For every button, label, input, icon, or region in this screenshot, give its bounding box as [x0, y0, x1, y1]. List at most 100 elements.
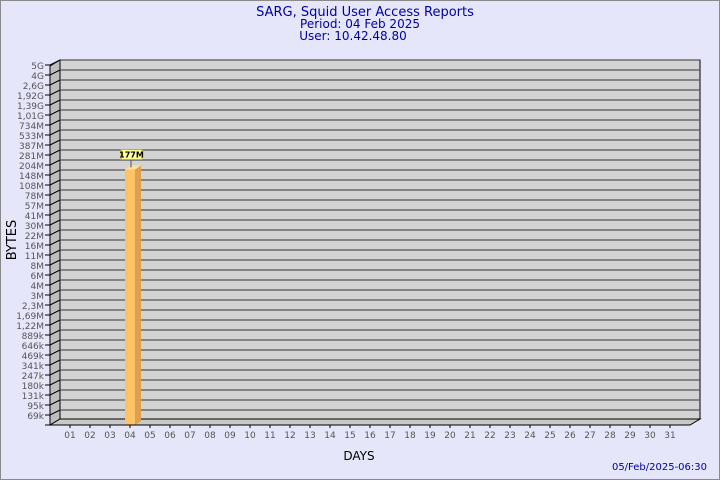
y-tick-diagonal: [49, 289, 61, 296]
y-tick-diagonal: [49, 409, 61, 416]
y-tick-label: 69k: [27, 412, 44, 422]
x-tick-label: 14: [324, 431, 336, 441]
x-tick-label: 05: [144, 431, 155, 441]
y-tick-diagonal: [49, 59, 61, 66]
y-tick-diagonal: [49, 229, 61, 236]
x-tick-label: 31: [664, 431, 675, 441]
floor: [48, 418, 702, 426]
y-tick-diagonal: [49, 349, 61, 356]
x-tick-label: 20: [444, 431, 456, 441]
y-tick-label: 148M: [19, 172, 44, 182]
x-tick-label: 19: [424, 431, 436, 441]
y-tick-diagonal: [49, 269, 61, 276]
y-tick-label: 16M: [25, 242, 44, 252]
x-tick-label: 10: [244, 431, 256, 441]
x-tick-label: 07: [184, 431, 195, 441]
y-tick-diagonal: [49, 179, 61, 186]
x-tick-label: 16: [364, 431, 376, 441]
y-tick-diagonal: [49, 389, 61, 396]
x-tick-label: 09: [224, 431, 236, 441]
chart-title: SARG, Squid User Access Reports: [256, 5, 474, 20]
y-tick-label: 5G: [31, 62, 44, 72]
x-tick-label: 17: [384, 431, 395, 441]
y-tick-diagonal: [49, 99, 61, 106]
x-tick-label: 01: [64, 431, 75, 441]
x-tick-label: 23: [504, 431, 515, 441]
y-tick-label: 469k: [22, 352, 45, 362]
y-tick-label: 646k: [22, 342, 45, 352]
x-tick-label: 15: [344, 431, 355, 441]
x-tick-label: 02: [84, 431, 95, 441]
chart-period: Period: 04 Feb 2025: [300, 17, 420, 31]
y-tick-label: 3M: [31, 292, 45, 302]
x-tick-label: 26: [564, 431, 576, 441]
y-tick-diagonal: [49, 149, 61, 156]
y-tick-label: 30M: [25, 222, 44, 232]
y-tick-label: 180k: [22, 382, 45, 392]
x-tick-label: 21: [464, 431, 475, 441]
y-tick-label: 131k: [22, 392, 45, 402]
y-tick-diagonal: [49, 69, 61, 76]
y-tick-diagonal: [49, 169, 61, 176]
y-tick-diagonal: [49, 299, 61, 306]
x-tick-label: 28: [604, 431, 616, 441]
y-tick-label: 387M: [19, 142, 44, 152]
data-label-04: 177M: [119, 150, 144, 159]
x-axis-label: DAYS: [343, 449, 374, 463]
y-tick-label: 6M: [31, 272, 45, 282]
y-tick-diagonal: [49, 359, 61, 366]
y-tick-diagonal: [49, 119, 61, 126]
y-tick-label: 533M: [19, 132, 44, 142]
x-tick-label: 24: [524, 431, 536, 441]
x-tick-label: 08: [204, 431, 216, 441]
y-tick-diagonal: [49, 309, 61, 316]
chart-user: User: 10.42.48.80: [299, 29, 407, 43]
y-tick-diagonal: [49, 159, 61, 166]
y-tick-label: 22M: [25, 232, 44, 242]
x-tick-label: 22: [484, 431, 495, 441]
y-tick-diagonal: [49, 109, 61, 116]
y-tick-label: 2,3M: [22, 302, 44, 312]
y-tick-label: 57M: [25, 202, 44, 212]
x-tick-label: 30: [644, 431, 656, 441]
x-tick-label: 11: [264, 431, 275, 441]
y-tick-label: 247k: [22, 372, 45, 382]
y-tick-diagonal: [49, 379, 61, 386]
y-tick-diagonal: [49, 129, 61, 136]
y-tick-label: 1,22M: [16, 322, 44, 332]
x-tick-label: 25: [544, 431, 555, 441]
x-tick-label: 06: [164, 431, 176, 441]
y-tick-label: 1,92G: [17, 92, 44, 102]
y-tick-label: 108M: [19, 182, 44, 192]
y-tick-diagonal: [49, 249, 61, 256]
y-tick-diagonal: [49, 279, 61, 286]
y-tick-diagonal: [49, 219, 61, 226]
y-tick-diagonal: [49, 399, 61, 406]
y-tick-diagonal: [49, 259, 61, 266]
bar-top-04: [125, 165, 141, 170]
y-tick-label: 204M: [19, 162, 44, 172]
y-tick-label: 95k: [27, 402, 44, 412]
y-tick-label: 1,39G: [17, 102, 44, 112]
y-tick-label: 4G: [31, 72, 44, 82]
y-tick-diagonal: [49, 79, 61, 86]
y-tick-label: 734M: [19, 122, 44, 132]
y-tick-diagonal: [49, 319, 61, 326]
y-tick-label: 4M: [31, 282, 45, 292]
y-tick-label: 1,01G: [17, 112, 44, 122]
x-tick-label: 12: [284, 431, 295, 441]
y-tick-diagonal: [49, 209, 61, 216]
y-tick-diagonal: [49, 239, 61, 246]
y-tick-diagonal: [49, 89, 61, 96]
y-tick-label: 281M: [19, 152, 44, 162]
bar-04: [125, 169, 135, 425]
data-label-box: [120, 148, 143, 160]
bar-side-04: [135, 165, 141, 426]
y-tick-label: 1,69M: [16, 312, 44, 322]
y-tick-label: 41M: [25, 212, 44, 222]
y-tick-diagonal: [49, 139, 61, 146]
x-tick-label: 13: [304, 431, 315, 441]
y-axis-label: BYTES: [5, 220, 20, 261]
x-tick-label: 27: [584, 431, 595, 441]
